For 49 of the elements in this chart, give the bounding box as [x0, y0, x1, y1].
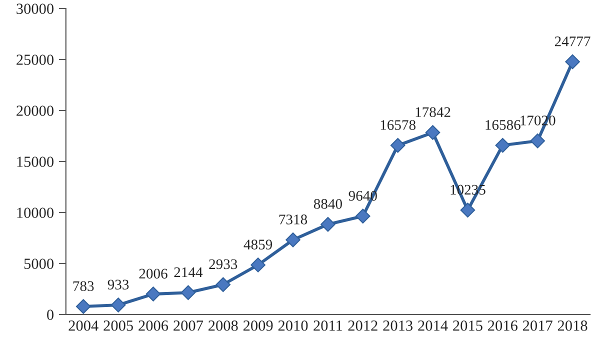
point [356, 208, 370, 224]
point [286, 232, 300, 248]
data-label: 4859 [244, 240, 272, 250]
point [495, 138, 510, 153]
point [530, 134, 545, 148]
data-label: 16578 [380, 120, 416, 130]
data-label: 16586 [486, 120, 520, 130]
y-tick-label: 15000 [17, 156, 54, 167]
point [460, 202, 476, 218]
point [320, 216, 336, 232]
x-tick-label: 2013 [383, 320, 413, 331]
x-tick-label: 2012 [348, 320, 378, 331]
x-tick-label: 2005 [104, 320, 133, 331]
point [425, 125, 440, 140]
x-tick-label: 2008 [208, 320, 238, 331]
data-label: 7318 [279, 214, 308, 224]
point [216, 277, 231, 292]
y-tick-label: 10000 [17, 208, 54, 218]
x-tick-label: 2015 [453, 320, 482, 331]
data-label: 2006 [139, 268, 168, 279]
data-label: 2933 [209, 259, 238, 270]
y-tick-label: 30000 [16, 4, 54, 14]
point [180, 285, 196, 300]
y-tick-label: 25000 [16, 54, 54, 65]
data-label: 8840 [314, 199, 342, 209]
y-tick-label: 5000 [24, 258, 54, 269]
y-tick-label: 0 [47, 310, 54, 320]
data-label: 17842 [416, 107, 450, 118]
point [250, 258, 266, 272]
data-label: 783 [73, 281, 94, 292]
x-tick-label: 2004 [68, 320, 98, 331]
point [565, 54, 580, 70]
x-tick-label: 2014 [418, 320, 448, 331]
x-tick-label: 2007 [174, 320, 204, 331]
point [76, 299, 91, 314]
data-label: 933 [108, 280, 129, 290]
point [390, 138, 406, 153]
x-tick-label: 2011 [314, 320, 342, 331]
data-label: 24777 [554, 36, 590, 46]
y-tick-label: 20000 [16, 106, 54, 116]
x-tick-label: 2016 [488, 320, 518, 331]
point [110, 298, 126, 312]
x-tick-label: 2006 [138, 320, 168, 331]
x-tick-label: 2010 [278, 320, 308, 331]
x-tick-label: 2009 [243, 320, 273, 331]
data-label: 2144 [174, 267, 203, 278]
x-tick-label: 2018 [558, 320, 588, 331]
point [146, 286, 161, 302]
x-tick-label: 2017 [522, 320, 552, 331]
